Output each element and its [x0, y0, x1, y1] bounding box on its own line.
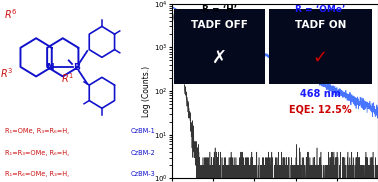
Text: CzBM-1: CzBM-1: [131, 128, 156, 134]
Text: $R^6$: $R^6$: [4, 8, 17, 21]
Y-axis label: Log (Counts.): Log (Counts.): [142, 66, 151, 116]
Text: TADF OFF: TADF OFF: [191, 20, 248, 30]
FancyBboxPatch shape: [174, 9, 265, 84]
Text: N: N: [46, 63, 53, 72]
Text: TADF ON: TADF ON: [294, 20, 346, 30]
Text: CzBM-2: CzBM-2: [131, 150, 156, 156]
Text: ✓: ✓: [313, 49, 328, 67]
Text: $R^3$: $R^3$: [0, 66, 14, 80]
Text: R = ‘OMe’: R = ‘OMe’: [295, 5, 345, 14]
Text: R₁=R₃=OMe, R₆=H,: R₁=R₃=OMe, R₆=H,: [5, 150, 71, 156]
Text: B: B: [73, 63, 79, 72]
Text: R₁=OMe, R₃=R₆=H,: R₁=OMe, R₃=R₆=H,: [5, 128, 71, 134]
FancyBboxPatch shape: [269, 9, 372, 84]
Text: CzBM-3: CzBM-3: [131, 171, 156, 177]
Text: 468 nm: 468 nm: [300, 89, 341, 99]
Text: R₁=R₆=OMe, R₃=H,: R₁=R₆=OMe, R₃=H,: [5, 171, 71, 177]
Text: EQE: 12.5%: EQE: 12.5%: [289, 105, 352, 115]
Text: R = ‘H’: R = ‘H’: [202, 5, 237, 14]
Text: $R^1$: $R^1$: [61, 71, 74, 85]
Text: ✗: ✗: [212, 49, 227, 67]
